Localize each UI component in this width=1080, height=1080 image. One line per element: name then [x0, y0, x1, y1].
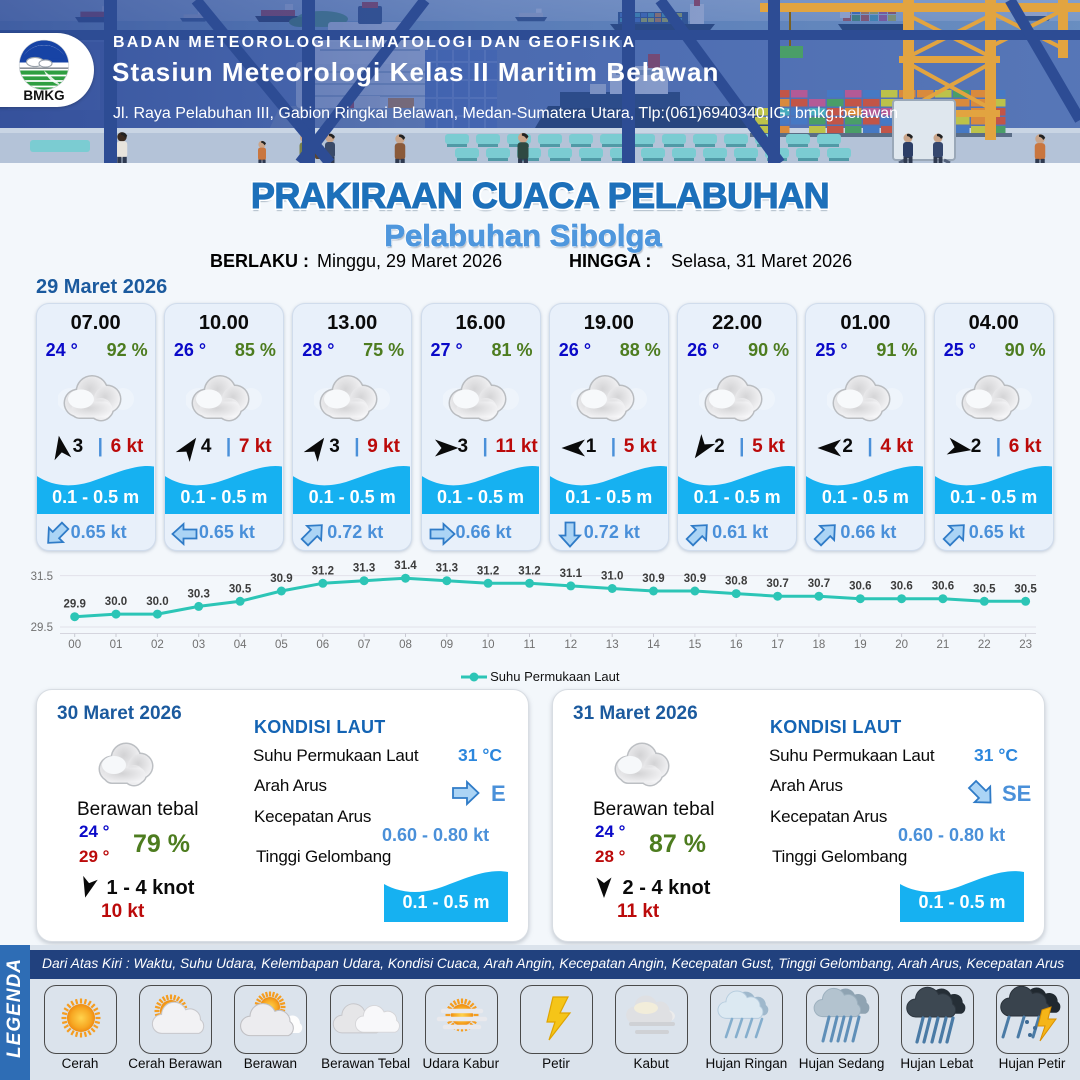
svg-text:29.9: 29.9: [64, 599, 86, 611]
svg-text:29.5: 29.5: [31, 622, 53, 634]
svg-text:03: 03: [192, 639, 205, 651]
svg-text:31.3: 31.3: [436, 563, 458, 575]
svg-text:30.6: 30.6: [849, 581, 871, 593]
svg-text:30.6: 30.6: [932, 581, 954, 593]
svg-text:31.3: 31.3: [353, 563, 375, 575]
svg-text:30.9: 30.9: [270, 573, 292, 585]
svg-text:31.2: 31.2: [518, 565, 540, 577]
svg-text:20: 20: [895, 639, 908, 651]
svg-text:07: 07: [358, 639, 371, 651]
svg-text:31.0: 31.0: [601, 571, 623, 583]
svg-text:30.0: 30.0: [105, 596, 127, 608]
svg-text:21: 21: [937, 639, 950, 651]
svg-text:08: 08: [399, 639, 412, 651]
svg-text:30.8: 30.8: [725, 576, 748, 588]
svg-text:31.4: 31.4: [394, 560, 417, 572]
svg-text:16: 16: [730, 639, 743, 651]
svg-text:30.0: 30.0: [146, 596, 168, 608]
svg-text:31.1: 31.1: [560, 568, 583, 580]
svg-text:17: 17: [771, 639, 784, 651]
svg-text:10: 10: [482, 639, 495, 651]
svg-text:30.5: 30.5: [973, 583, 996, 595]
svg-text:05: 05: [275, 639, 288, 651]
svg-text:12: 12: [564, 639, 577, 651]
svg-text:14: 14: [647, 639, 660, 651]
svg-text:15: 15: [689, 639, 702, 651]
svg-text:30.6: 30.6: [890, 581, 912, 593]
svg-text:30.5: 30.5: [1014, 583, 1037, 595]
svg-text:30.9: 30.9: [642, 573, 664, 585]
svg-text:18: 18: [813, 639, 826, 651]
svg-text:19: 19: [854, 639, 867, 651]
svg-text:09: 09: [440, 639, 453, 651]
svg-text:30.3: 30.3: [188, 588, 210, 600]
svg-text:06: 06: [316, 639, 329, 651]
svg-text:30.7: 30.7: [808, 578, 830, 590]
svg-text:31.2: 31.2: [477, 565, 499, 577]
svg-text:23: 23: [1019, 639, 1032, 651]
svg-text:01: 01: [110, 639, 123, 651]
svg-text:30.7: 30.7: [766, 578, 788, 590]
svg-text:02: 02: [151, 639, 164, 651]
svg-text:00: 00: [68, 639, 81, 651]
svg-text:30.5: 30.5: [229, 583, 252, 595]
svg-text:31.5: 31.5: [31, 571, 53, 583]
svg-text:04: 04: [234, 639, 247, 651]
svg-text:22: 22: [978, 639, 991, 651]
svg-text:13: 13: [606, 639, 619, 651]
svg-text:30.9: 30.9: [684, 573, 706, 585]
svg-text:11: 11: [524, 639, 536, 651]
svg-text:31.2: 31.2: [312, 565, 334, 577]
